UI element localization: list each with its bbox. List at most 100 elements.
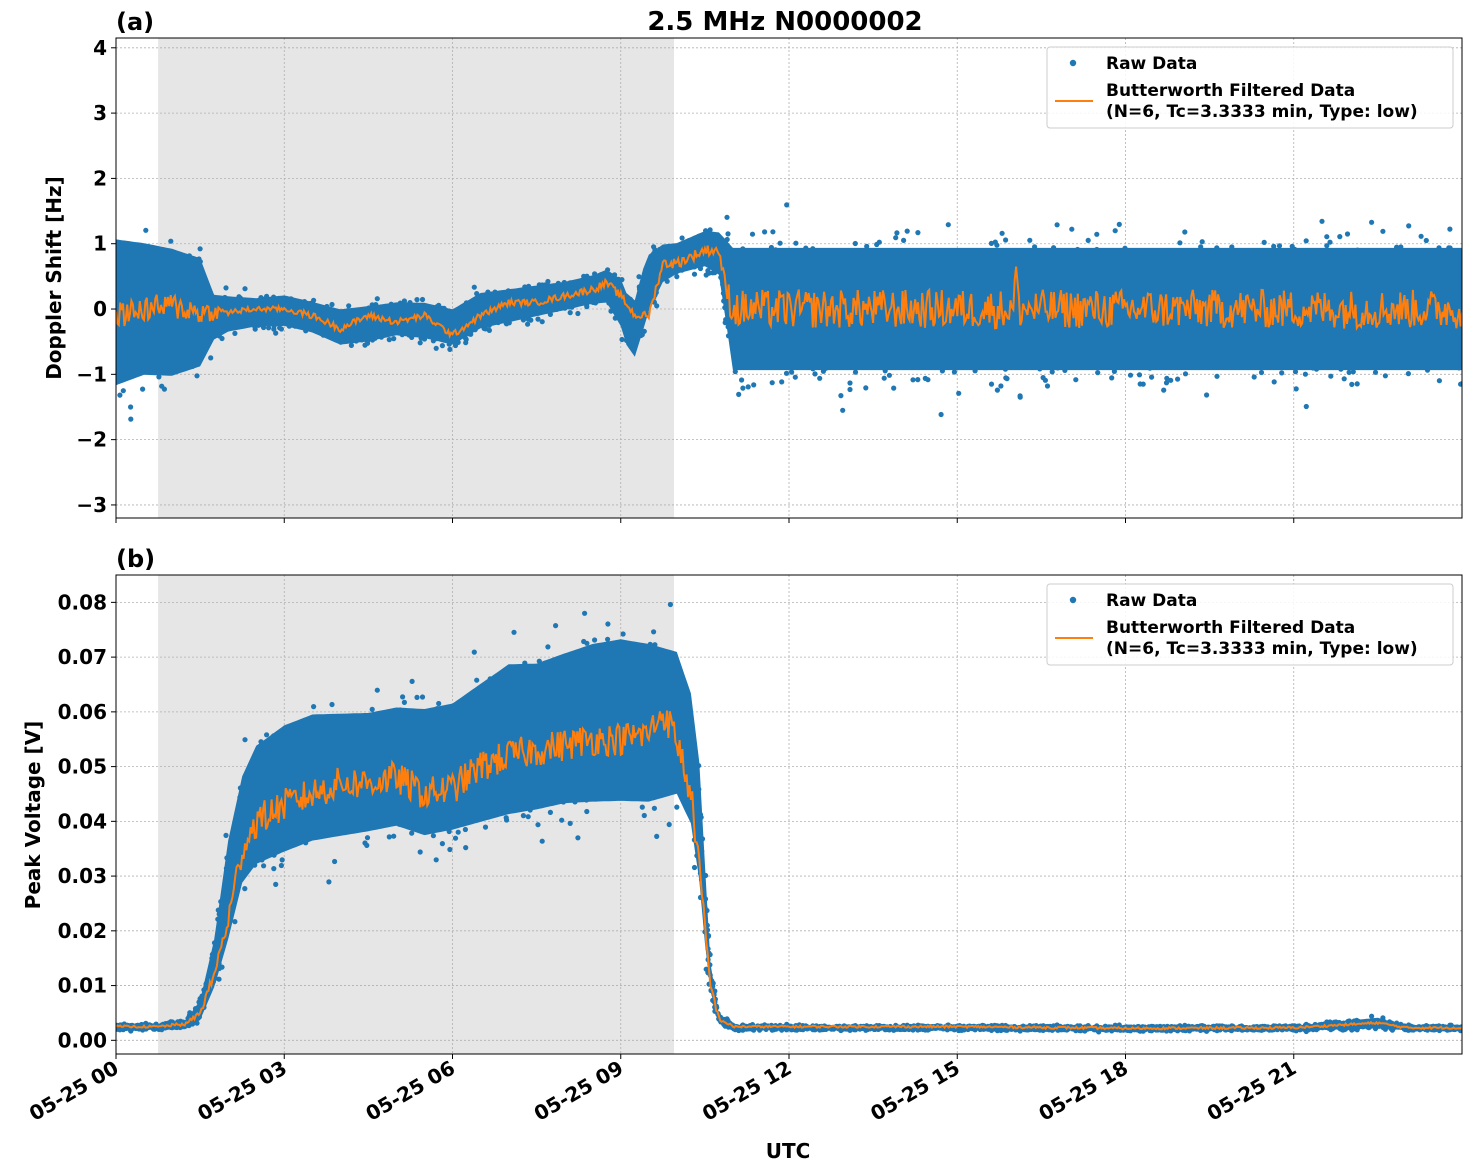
raw-data-point <box>156 374 162 380</box>
raw-data-point <box>619 336 625 343</box>
raw-data-point <box>273 881 279 888</box>
raw-data-point <box>1346 369 1352 375</box>
raw-data-point <box>433 345 439 351</box>
raw-data-point <box>419 694 426 700</box>
raw-data-point <box>852 240 858 247</box>
raw-data-point <box>1149 374 1155 380</box>
raw-data-point <box>474 677 480 683</box>
raw-data-point <box>1054 222 1060 228</box>
raw-data-point <box>863 385 869 391</box>
y-tick-label: −1 <box>76 362 107 386</box>
raw-data-point <box>706 270 712 276</box>
raw-data-point <box>840 407 846 413</box>
raw-data-point <box>1423 237 1429 244</box>
raw-data-point <box>1350 369 1356 375</box>
raw-data-point <box>792 374 798 380</box>
raw-data-point <box>128 416 134 422</box>
raw-data-point <box>1258 369 1265 376</box>
raw-data-point <box>732 369 738 375</box>
raw-data-point <box>194 373 200 379</box>
raw-data-point <box>1017 393 1023 399</box>
legend-filtered-label: Butterworth Filtered Data <box>1106 81 1355 101</box>
raw-data-point <box>777 240 783 246</box>
raw-data-point <box>1177 240 1183 246</box>
raw-data-point <box>1369 219 1375 225</box>
raw-data-point <box>1127 372 1134 378</box>
raw-data-point <box>1027 237 1033 243</box>
raw-data-point <box>636 274 642 280</box>
raw-data-point <box>783 370 790 376</box>
raw-data-point <box>1182 229 1188 235</box>
y-tick-label: 4 <box>93 36 107 60</box>
raw-data-point <box>1349 381 1355 387</box>
raw-data-point <box>605 636 611 642</box>
raw-data-point <box>1271 379 1277 385</box>
raw-data-point <box>545 278 551 285</box>
raw-data-point <box>452 342 459 349</box>
raw-data-point <box>311 297 317 303</box>
raw-data-point <box>724 214 730 220</box>
raw-data-point <box>988 381 995 387</box>
raw-data-point <box>462 826 468 833</box>
raw-data-point <box>1137 381 1143 387</box>
raw-data-point <box>159 383 165 389</box>
raw-data-point <box>1003 237 1009 243</box>
panel-b-ylabel: Peak Voltage [V] <box>21 721 45 910</box>
raw-data-point <box>120 388 126 394</box>
legend-box <box>1046 46 1454 129</box>
raw-data-point <box>1324 234 1330 240</box>
raw-data-point <box>1003 375 1009 381</box>
raw-data-point <box>1382 373 1388 379</box>
raw-data-point <box>745 384 751 390</box>
raw-data-point <box>762 229 768 235</box>
raw-data-point <box>1040 375 1046 381</box>
raw-data-point <box>988 240 995 246</box>
raw-data-point <box>847 380 853 386</box>
raw-data-point <box>1112 228 1118 234</box>
raw-data-point <box>1073 377 1079 383</box>
raw-data-point <box>1328 373 1334 379</box>
raw-data-point <box>1049 369 1055 375</box>
raw-data-point <box>1405 371 1411 377</box>
filtered-data-line <box>116 244 1462 339</box>
raw-data-point <box>1369 1013 1375 1019</box>
raw-data-point <box>1372 369 1379 375</box>
raw-data-point <box>654 303 660 309</box>
raw-data-point <box>674 804 680 810</box>
raw-data-point <box>1293 386 1299 392</box>
raw-data-point <box>740 385 746 391</box>
raw-data-point <box>486 327 492 333</box>
raw-data-point <box>707 227 713 233</box>
raw-data-point <box>1327 239 1333 245</box>
raw-data-point <box>739 377 745 383</box>
raw-data-point <box>951 369 958 375</box>
raw-data-point <box>1204 392 1210 398</box>
raw-data-point <box>1341 376 1347 382</box>
raw-data-point <box>691 271 698 277</box>
raw-data-point <box>364 340 371 346</box>
panel-a-label: (a) <box>116 8 154 36</box>
raw-data-point <box>140 386 146 392</box>
raw-data-point <box>812 371 818 377</box>
panel-a-ylabel: Doppler Shift [Hz] <box>42 176 66 380</box>
legend-filtered-params: (N=6, Tc=3.3333 min, Type: low) <box>1106 102 1418 122</box>
raw-data-point <box>1292 369 1299 375</box>
raw-data-point <box>904 228 910 234</box>
raw-data-point <box>348 342 354 348</box>
raw-data-point <box>439 343 445 349</box>
raw-data-point <box>938 411 944 418</box>
raw-data-point <box>417 849 423 855</box>
raw-data-point <box>994 242 1000 248</box>
raw-data-point <box>419 296 426 303</box>
raw-data-point <box>346 303 352 309</box>
raw-data-point <box>482 824 489 830</box>
raw-data-point <box>1354 381 1360 387</box>
raw-data-point <box>749 231 756 237</box>
raw-data-point <box>535 316 541 322</box>
raw-data-point <box>1303 403 1309 410</box>
raw-data-point <box>793 240 799 246</box>
raw-data-point <box>1199 239 1205 245</box>
raw-data-point <box>1418 233 1424 239</box>
raw-data-point <box>482 326 489 332</box>
